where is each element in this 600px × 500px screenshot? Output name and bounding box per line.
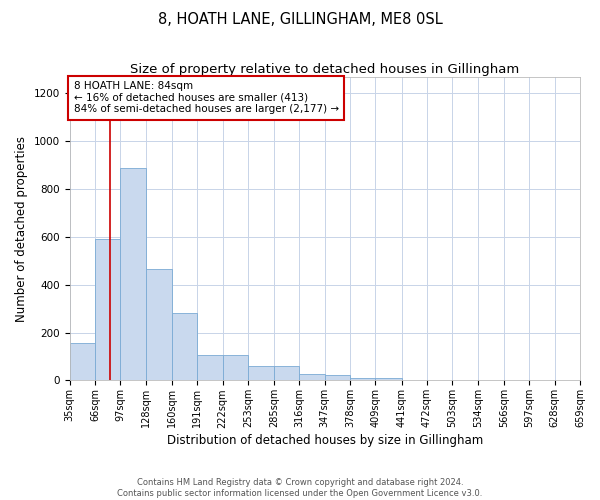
Bar [350, 378, 376, 380]
Text: 8 HOATH LANE: 84sqm
← 16% of detached houses are smaller (413)
84% of semi-detac: 8 HOATH LANE: 84sqm ← 16% of detached ho… [74, 81, 339, 114]
X-axis label: Distribution of detached houses by size in Gillingham: Distribution of detached houses by size … [167, 434, 483, 448]
Bar [120, 168, 146, 380]
Bar [172, 314, 197, 380]
Bar [95, 240, 120, 380]
Text: Contains HM Land Registry data © Crown copyright and database right 2024.
Contai: Contains HM Land Registry data © Crown c… [118, 478, 482, 498]
Bar [299, 374, 325, 380]
Text: 8, HOATH LANE, GILLINGHAM, ME8 0SL: 8, HOATH LANE, GILLINGHAM, ME8 0SL [158, 12, 442, 28]
Bar [223, 356, 248, 380]
Y-axis label: Number of detached properties: Number of detached properties [15, 136, 28, 322]
Bar [146, 269, 172, 380]
Bar [70, 344, 95, 380]
Bar [325, 375, 350, 380]
Title: Size of property relative to detached houses in Gillingham: Size of property relative to detached ho… [130, 62, 520, 76]
Bar [248, 366, 274, 380]
Bar [197, 356, 223, 380]
Bar [376, 378, 401, 380]
Bar [274, 366, 299, 380]
